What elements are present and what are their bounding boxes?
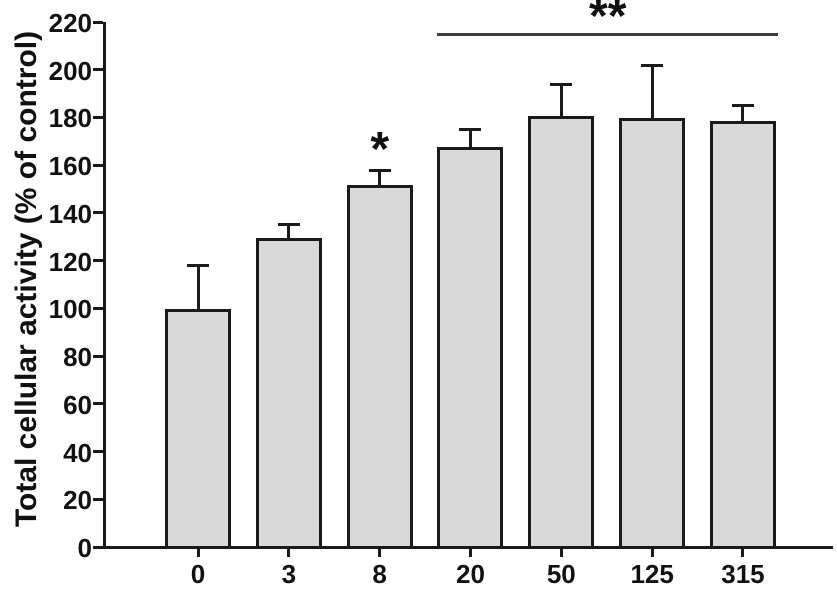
y-tick-label: 40 [63, 437, 92, 468]
error-bar-stem [378, 168, 382, 189]
bar [528, 116, 595, 549]
x-tick-label: 315 [721, 559, 765, 589]
bar [346, 185, 413, 549]
y-axis-line [103, 22, 106, 549]
y-tick-label: 220 [48, 8, 92, 38]
y-tick [93, 68, 103, 72]
x-tick [378, 549, 382, 557]
error-bar-stem [650, 63, 654, 122]
error-bar-cap [731, 104, 754, 108]
y-tick [93, 354, 103, 358]
y-tick-label: 140 [48, 198, 92, 229]
x-tick-label: 3 [281, 559, 297, 589]
bar [619, 118, 686, 549]
y-tick-label: 0 [77, 533, 92, 563]
y-tick [93, 115, 103, 119]
significance-line [437, 33, 778, 36]
x-tick-label: 125 [630, 559, 674, 589]
y-tick [93, 163, 103, 167]
x-tick-label: 20 [456, 559, 485, 589]
error-bar-cap [641, 63, 664, 67]
bar [255, 237, 322, 549]
significance-stars: ** [589, 0, 627, 43]
y-tick-label: 120 [48, 246, 92, 277]
x-tick [468, 549, 472, 557]
y-tick-label: 100 [48, 294, 92, 325]
x-tick-label: 50 [546, 559, 576, 589]
y-tick [93, 450, 103, 454]
bar [437, 147, 504, 549]
bar [165, 309, 231, 549]
bar [709, 120, 776, 549]
x-tick [741, 549, 745, 557]
error-bar-stem [741, 104, 745, 124]
y-tick-label: 180 [48, 103, 92, 134]
x-tick-label: 0 [190, 559, 206, 589]
error-bar-stem [196, 264, 200, 313]
error-bar-stem [287, 223, 291, 241]
error-bar-cap [187, 264, 209, 268]
y-tick-label: 20 [63, 485, 92, 516]
error-bar-cap [459, 128, 482, 131]
error-bar-cap [550, 82, 573, 86]
x-tick [559, 549, 563, 557]
single-star: * [370, 123, 389, 176]
y-tick [93, 497, 103, 501]
y-tick-label: 160 [48, 151, 92, 182]
y-tick [93, 20, 103, 24]
error-bar-cap [368, 168, 391, 172]
x-tick [196, 549, 200, 557]
y-tick-label: 80 [63, 342, 92, 373]
y-tick [93, 306, 103, 310]
y-tick [93, 545, 103, 549]
error-bar-cap [277, 223, 300, 227]
y-tick [93, 402, 103, 406]
x-tick [287, 549, 291, 557]
y-tick [93, 211, 103, 215]
x-tick-label: 8 [372, 559, 387, 589]
error-bar-stem [468, 128, 472, 151]
y-tick-label: 60 [63, 389, 92, 420]
y-tick-label: 200 [48, 55, 92, 86]
x-tick [650, 549, 654, 557]
error-bar-stem [559, 82, 563, 120]
y-tick [93, 259, 103, 263]
